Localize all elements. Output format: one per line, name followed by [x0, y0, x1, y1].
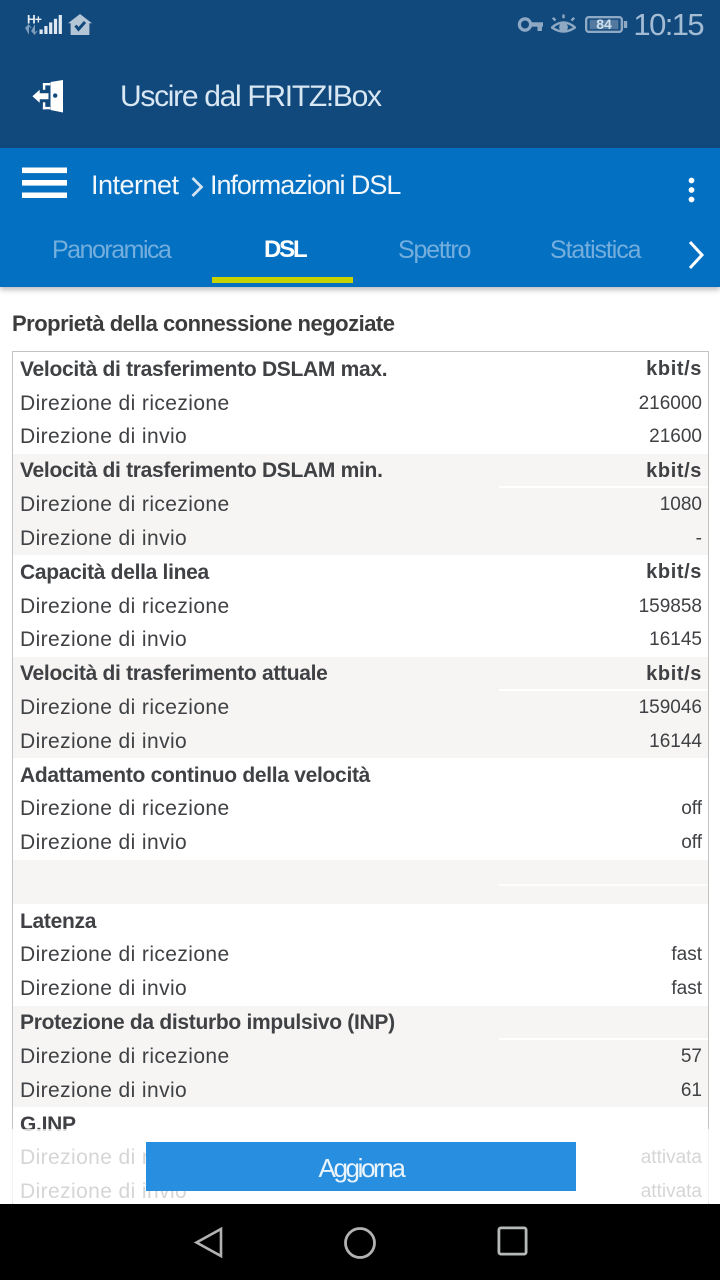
svg-text:H+: H+ — [27, 13, 42, 27]
svg-text:84: 84 — [596, 16, 612, 32]
